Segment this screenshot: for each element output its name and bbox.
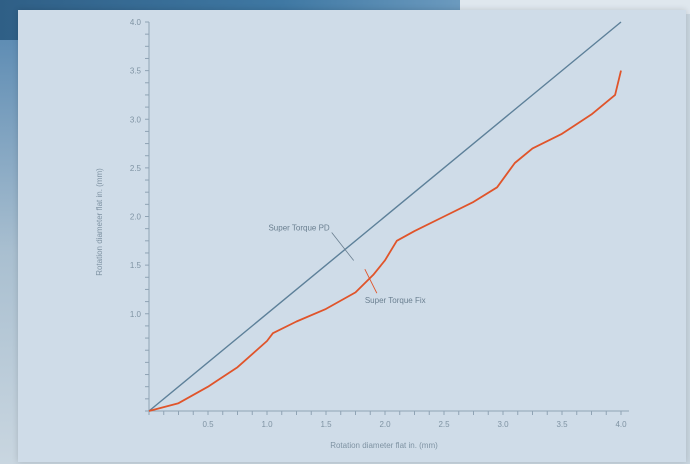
y-tick-label: 1.5 [130,261,142,270]
x-tick-label: 2.0 [379,420,391,429]
axes: 0.5 1.0 1.5 2.0 2.5 3.0 3.5 4.0 1.0 1.5 2.0 2.5 3.0 3… [130,18,629,429]
x-tick-label: 1.0 [261,420,273,429]
y-tick-label: 2.5 [130,164,142,173]
y-tick-label: 3.0 [130,115,142,124]
y-tick-label: 3.5 [130,67,142,76]
y-axis-title: Rotation diameter flat in. (mm) [95,168,104,276]
y-tick-label: 2.0 [130,213,142,222]
annotation-label-1: Super Torque PD [268,224,329,233]
chart-card [18,10,686,462]
x-tick-label: 1.5 [320,420,332,429]
y-tick-label: 1.0 [130,310,142,319]
annotation-label-2: Super Torque Fix [365,296,426,305]
annotation-leader-2 [364,268,378,294]
series-line-2 [148,70,622,412]
annotation-leader-1 [331,232,355,261]
series-layer [148,21,622,412]
x-tick-label: 3.5 [556,420,568,429]
line-chart: 0.5 1.0 1.5 2.0 2.5 3.0 3.5 4.0 1.0 1.5 2.0 2.5 3.0 3… [95,18,629,450]
x-tick-label: 0.5 [202,420,214,429]
x-tick-label: 2.5 [438,420,450,429]
x-tick-label: 3.0 [497,420,509,429]
x-axis-title: Rotation diameter flat in. (mm) [330,441,438,450]
x-tick-label: 4.0 [615,420,627,429]
y-tick-label: 4.0 [130,18,142,27]
series-line-1 [148,21,622,412]
annotation-layer: Super Torque PD Super Torque Fix [268,224,425,306]
